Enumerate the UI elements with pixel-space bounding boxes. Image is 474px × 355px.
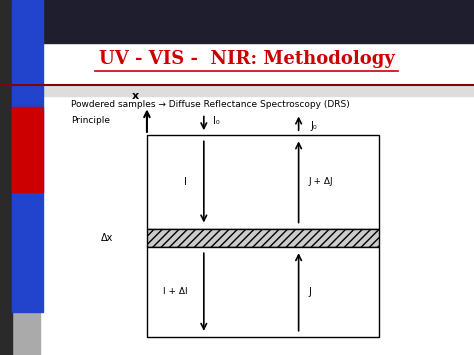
Bar [12, 0, 43, 312]
Bar [147, 229, 379, 247]
Bar [0, 0, 12, 355]
Bar [43, 85, 474, 96]
Text: x: x [131, 91, 139, 101]
Bar [147, 247, 379, 337]
Bar [12, 0, 40, 355]
Bar [0, 0, 474, 43]
Text: Δx: Δx [101, 233, 114, 243]
Text: Principle: Principle [71, 116, 110, 125]
Text: Powdered samples → Diffuse Reflectance Spectroscopy (DRS): Powdered samples → Diffuse Reflectance S… [71, 100, 350, 109]
Text: J: J [308, 287, 311, 297]
Text: I + ΔI: I + ΔI [163, 288, 187, 296]
Bar [43, 85, 474, 355]
Text: J + ΔJ: J + ΔJ [308, 178, 333, 186]
Text: I₀: I₀ [213, 116, 220, 126]
Text: J₀: J₀ [310, 121, 317, 131]
Text: I: I [184, 177, 187, 187]
Bar [147, 135, 379, 229]
Bar [12, 106, 43, 192]
Text: UV - VIS -  NIR: Methodology: UV - VIS - NIR: Methodology [99, 50, 394, 67]
